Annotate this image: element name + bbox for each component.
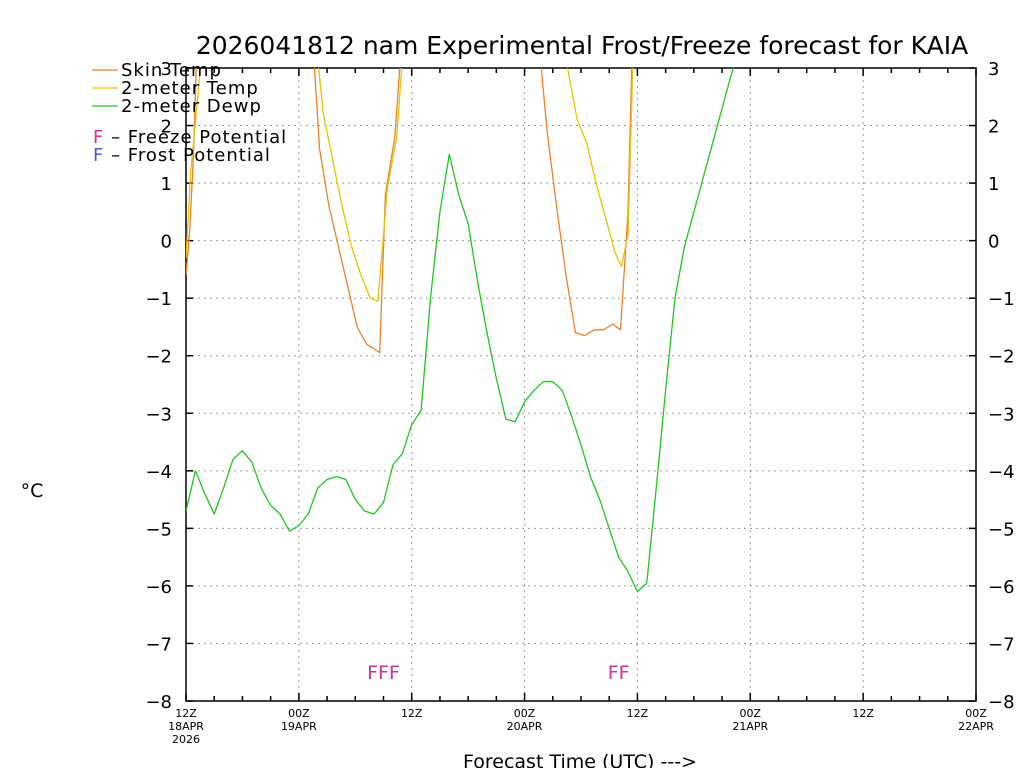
y-tick-label: 3 [161,59,172,80]
x-tick-label: 19APR [281,720,317,733]
frost-freeze-markers: FFF FF [367,662,629,684]
y-tick-label-right: −3 [988,404,1015,425]
y-tick-label-right: 0 [988,232,999,253]
x-tick-label: 12Z [175,707,197,720]
y-axis-right: 3 2 1 0 −1 −2 −3 −4 −5 −6 −7 −8 [988,59,1015,713]
y-tick-label-right: −7 [988,634,1015,655]
x-tick-label: 18APR [168,720,204,733]
y-tick-label-right: 2 [988,117,999,138]
chart-title: 2026041812 nam Experimental Frost/Freeze… [196,31,968,60]
y-tick-label: 2 [161,117,172,138]
freeze-marker: FFF [367,662,400,684]
x-tick-label: 22APR [958,720,994,733]
legend-potential-letter: F [93,145,104,166]
legend-label: Skin Temp [121,60,222,81]
y-tick-label: −3 [145,404,172,425]
x-tick-label: 00Z [740,707,762,720]
y-tick-label-right: −4 [988,462,1015,483]
legend-potential-text: – Frost Potential [104,145,271,166]
x-tick-label: 20APR [507,720,543,733]
x-tick-label: 2026 [172,733,200,746]
y-tick-label-right: −8 [988,692,1015,713]
series-lines [186,68,734,593]
y-tick-label-right: −6 [988,577,1015,598]
x-tick-label: 12Z [627,707,649,720]
legend-potential: F – Frost Potential [93,145,271,166]
y-tick-label: 1 [161,174,172,195]
y-tick-label: −4 [145,462,172,483]
y-tick-label-right: 3 [988,59,999,80]
legend-potential: F – Freeze Potential [93,127,287,148]
grid-lines [186,68,976,701]
x-tick-label: 21APR [732,720,768,733]
series-2-meter-dewp [186,68,734,593]
x-tick-label: 12Z [401,707,423,720]
x-tick-label: 00Z [514,707,536,720]
y-tick-label: −7 [145,634,172,655]
series-skin-temp [186,68,633,354]
x-tick-label: 00Z [288,707,310,720]
legend-label: 2-meter Temp [121,78,259,99]
series-2-meter-temp [186,68,634,302]
y-tick-label: −1 [145,289,172,310]
x-tick-label: 00Z [965,707,987,720]
y-axis-label: °C [21,480,44,502]
tick-marks [185,67,977,702]
x-tick-label: 12Z [852,707,874,720]
y-tick-label: −8 [145,692,172,713]
y-tick-label-right: 1 [988,174,999,195]
legend-label: 2-meter Dewp [121,96,262,117]
legend-potential-letter: F [93,127,104,148]
y-tick-label: 0 [161,232,172,253]
y-axis-left: 3 2 1 0 −1 −2 −3 −4 −5 −6 −7 −8 [145,59,172,713]
y-tick-label-right: −5 [988,519,1015,540]
y-tick-label-right: −1 [988,289,1015,310]
freeze-marker: FF [608,662,630,684]
y-tick-label: −6 [145,577,172,598]
x-axis-label: Forecast Time (UTC) ---> [463,751,697,768]
y-tick-label: −2 [145,347,172,368]
y-tick-label-right: −2 [988,347,1015,368]
plot-frame [185,67,977,702]
y-tick-label: −5 [145,519,172,540]
legend-potential-text: – Freeze Potential [104,127,287,148]
